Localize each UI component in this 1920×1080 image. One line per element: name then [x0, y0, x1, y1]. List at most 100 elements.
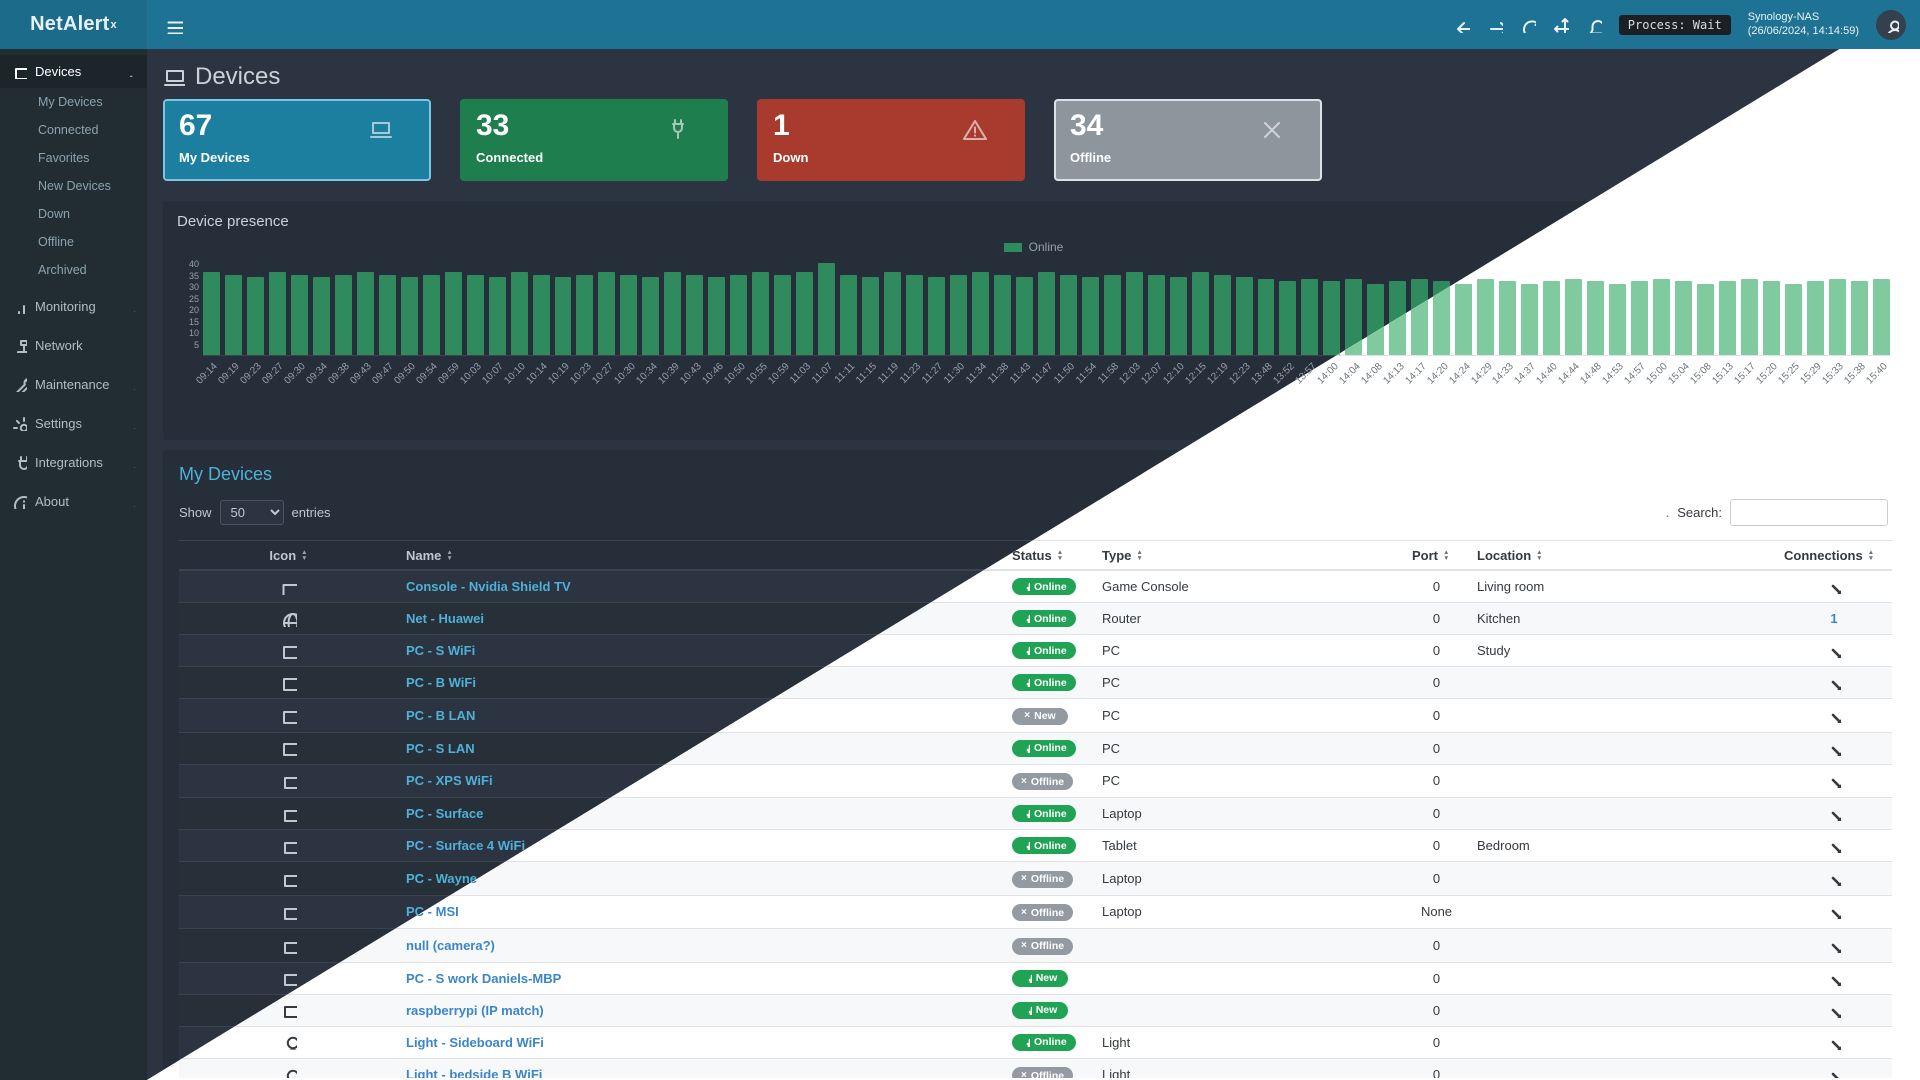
- x-axis-label: 11:43: [1008, 361, 1033, 386]
- sidebar-item-about[interactable]: About: [0, 485, 147, 518]
- x-axis-label: 12:19: [1205, 361, 1231, 387]
- device-name-link[interactable]: PC - S WiFi: [406, 643, 476, 659]
- move-icon[interactable]: [1553, 17, 1569, 33]
- device-location-cell: Study: [1469, 634, 1776, 668]
- sidebar-item-label: Devices: [35, 64, 82, 79]
- online-bar: [510, 272, 528, 355]
- device-name-link[interactable]: PC - S LAN: [406, 740, 475, 756]
- device-port-cell: 0: [1404, 666, 1469, 700]
- process-status-pill: Process: Wait: [1618, 14, 1731, 35]
- device-port-cell: 0: [1404, 962, 1469, 995]
- online-bar: [949, 274, 967, 355]
- menu-toggle-icon[interactable]: [165, 16, 183, 34]
- bell-icon[interactable]: [1586, 17, 1602, 33]
- column-header-connections[interactable]: Connections▲▼: [1776, 540, 1892, 572]
- x-axis-label: 11:34: [964, 361, 990, 386]
- online-bar: [818, 263, 836, 355]
- x-axis-label: 10:19: [546, 361, 572, 387]
- column-header-type[interactable]: Type▲▼: [1094, 540, 1404, 572]
- x-axis-label: 11:50: [1051, 361, 1077, 386]
- plug-icon: [1021, 809, 1030, 819]
- avatar[interactable]: [1876, 9, 1906, 40]
- device-type-icon: [281, 908, 304, 925]
- column-header-port[interactable]: Port▲▼: [1404, 540, 1469, 572]
- device-name-link[interactable]: PC - S work Daniels-MBP: [406, 970, 562, 986]
- sort-down-icon: ▼: [1056, 554, 1064, 562]
- refresh-icon[interactable]: [1520, 17, 1536, 33]
- no-connections-icon: [1831, 584, 1848, 602]
- sidebar-item-devices[interactable]: Devices: [0, 55, 147, 88]
- device-port-cell: 0: [1404, 797, 1469, 831]
- device-location-cell: Bedroom: [1469, 829, 1776, 863]
- device-port-cell: 0: [1404, 602, 1469, 636]
- plug-icon: [1026, 841, 1030, 851]
- device-name-link[interactable]: Light - bedside B WiFi: [406, 1067, 543, 1078]
- online-bar: [1718, 281, 1736, 355]
- plug-icon: [1028, 974, 1032, 983]
- sidebar-item-network[interactable]: Network: [0, 329, 147, 362]
- device-name-link[interactable]: PC - B LAN: [406, 707, 476, 723]
- stat-card-connected[interactable]: 33 Connected: [460, 99, 728, 181]
- online-bar: [1696, 283, 1714, 355]
- sidebar-item-my-devices[interactable]: My Devices: [38, 95, 103, 109]
- device-type-icon: [282, 612, 303, 633]
- sidebar-item-monitoring[interactable]: Monitoring: [0, 290, 147, 323]
- x-icon: ×: [1024, 710, 1031, 722]
- sidebar-item-offline[interactable]: Offline: [38, 235, 74, 249]
- device-type-cell: Light: [1094, 1026, 1404, 1059]
- device-name-link[interactable]: Net - Huawei: [406, 611, 485, 627]
- no-connections-icon: [1831, 1073, 1848, 1078]
- search-input[interactable]: [1730, 499, 1888, 526]
- online-bar: [1081, 276, 1099, 355]
- stat-card-my-devices[interactable]: 67 My Devices: [163, 99, 431, 181]
- device-name-link[interactable]: PC - Surface: [406, 806, 484, 822]
- status-badge: Online: [1012, 610, 1076, 628]
- chevron-left-icon: [132, 306, 135, 312]
- device-name-link[interactable]: PC - Surface 4 WiFi: [406, 838, 526, 854]
- online-bar: [1806, 281, 1824, 355]
- online-bar: [1630, 281, 1648, 355]
- status-badge: ×Offline: [1012, 1067, 1074, 1078]
- x-axis-label: 10:39: [655, 361, 682, 387]
- device-type-cell: [1094, 962, 1404, 995]
- online-bar: [1059, 274, 1077, 355]
- device-name-link[interactable]: Console - Nvidia Shield TV: [406, 579, 571, 595]
- sidebar-item-connected[interactable]: Connected: [38, 123, 99, 137]
- forward-icon[interactable]: [1487, 17, 1503, 33]
- column-header-icon[interactable]: Icon▲▼: [179, 540, 398, 572]
- page-size-select[interactable]: 50: [219, 500, 284, 525]
- device-name-link[interactable]: raspberrypi (IP match): [406, 1002, 544, 1018]
- stat-card-down[interactable]: 1 Down: [757, 99, 1025, 181]
- back-icon[interactable]: [1454, 17, 1470, 33]
- device-name-link[interactable]: PC - Wayne: [406, 870, 478, 886]
- device-port-cell: 0: [1404, 764, 1469, 799]
- device-name-link[interactable]: PC - XPS WiFi: [406, 773, 493, 789]
- column-header-location[interactable]: Location▲▼: [1469, 540, 1776, 572]
- sidebar-item-favorites[interactable]: Favorites: [38, 151, 90, 165]
- sidebar-item-integrations[interactable]: Integrations: [0, 446, 147, 479]
- online-bar: [1015, 276, 1033, 355]
- no-connections-icon: [1831, 746, 1848, 763]
- sidebar-item-archived[interactable]: Archived: [38, 263, 87, 277]
- connections-link[interactable]: 1: [1830, 611, 1838, 627]
- brand-sup: x: [110, 18, 117, 31]
- sidebar-item-maintenance[interactable]: Maintenance: [0, 368, 147, 401]
- device-name-link[interactable]: null (camera?): [406, 937, 495, 953]
- sidebar-item-down[interactable]: Down: [38, 207, 70, 221]
- online-bar: [1565, 279, 1583, 355]
- x-icon: ×: [1021, 775, 1027, 787]
- sort-icon: ▲▼: [446, 550, 452, 561]
- device-type-cell: Laptop: [1094, 895, 1404, 930]
- legend-swatch-online: [1003, 242, 1022, 252]
- sidebar-item-settings[interactable]: Settings: [0, 407, 147, 440]
- device-name-link[interactable]: Light - Sideboard WiFi: [406, 1034, 544, 1050]
- x-axis-label: 15:13: [1710, 361, 1736, 387]
- stat-card-offline[interactable]: 34 Offline: [1054, 99, 1322, 181]
- x-axis-label: 09:38: [326, 361, 352, 387]
- column-header-name[interactable]: Name▲▼: [398, 540, 1004, 572]
- sidebar-item-new-devices[interactable]: New Devices: [38, 179, 111, 193]
- plug-icon: [1026, 809, 1030, 819]
- device-name-link[interactable]: PC - B WiFi: [406, 675, 476, 691]
- status-badge: ×Offline: [1012, 904, 1074, 922]
